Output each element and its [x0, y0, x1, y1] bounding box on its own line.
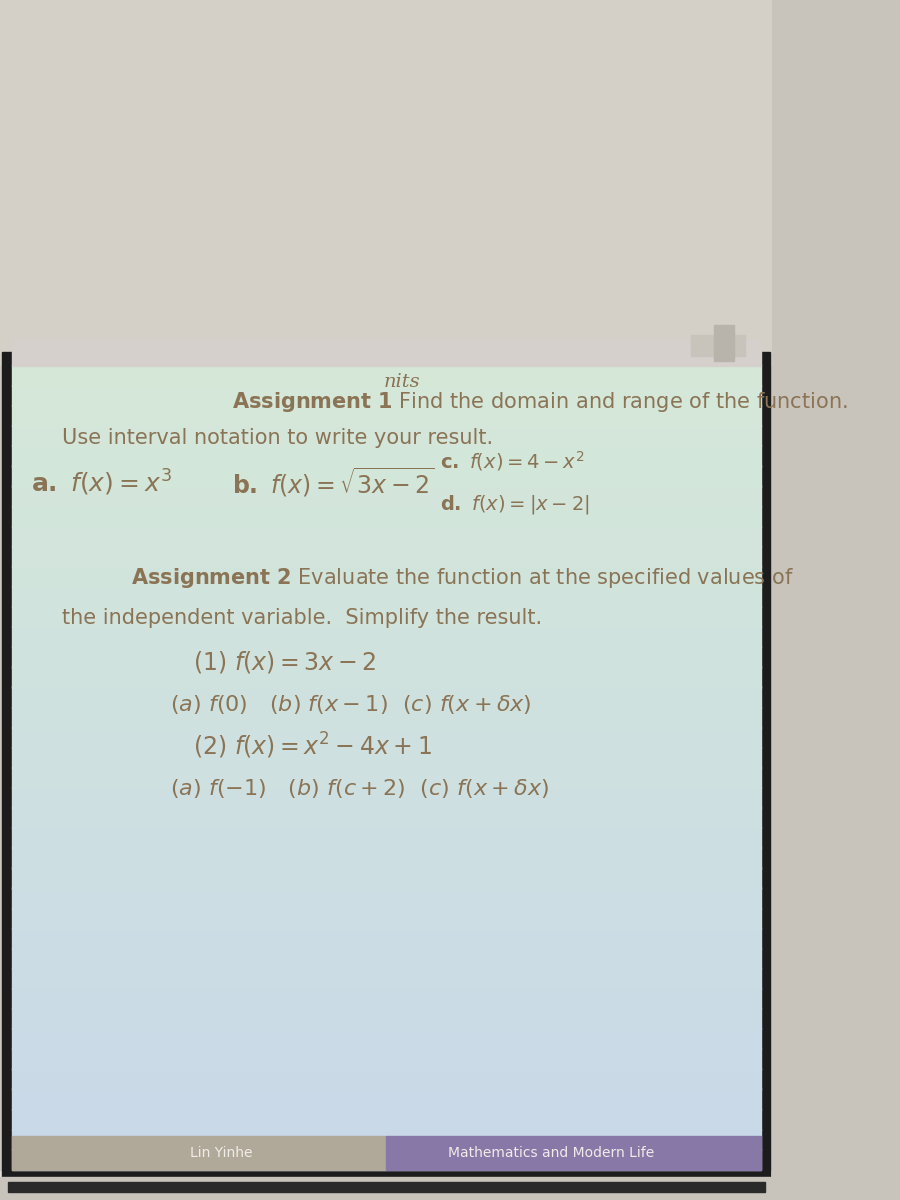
Text: Use interval notation to write your result.: Use interval notation to write your resu…	[62, 428, 493, 448]
Bar	[715, 325, 733, 361]
Bar	[12, 340, 760, 366]
Bar	[12, 686, 760, 708]
Bar	[12, 726, 760, 748]
Bar	[12, 1088, 760, 1110]
Bar	[753, 366, 772, 1170]
Bar	[12, 967, 760, 989]
Bar	[8, 1182, 765, 1192]
Text: $(a)\ f(-1)\ \ \ (b)\ f(c+2)\ \ (c)\ f(x+\delta x)$: $(a)\ f(-1)\ \ \ (b)\ f(c+2)\ \ (c)\ f(x…	[170, 776, 549, 800]
Bar	[691, 335, 745, 356]
Bar	[386, 1136, 760, 1170]
Text: $\mathbf{d.}\ f(x)=|x-2|$: $\mathbf{d.}\ f(x)=|x-2|$	[440, 492, 590, 516]
Bar	[12, 666, 760, 688]
Bar	[12, 466, 760, 487]
Bar	[0, 366, 19, 1170]
Bar	[12, 907, 760, 929]
Bar	[12, 485, 760, 506]
Bar	[3, 352, 770, 1184]
Bar	[12, 425, 760, 446]
Bar	[12, 404, 760, 426]
Text: $(a)\ f(0)\ \ \ (b)\ f(x-1)\ \ (c)\ f(x+\delta x)$: $(a)\ f(0)\ \ \ (b)\ f(x-1)\ \ (c)\ f(x+…	[170, 692, 532, 716]
Bar	[12, 827, 760, 848]
Bar	[12, 767, 760, 788]
Text: nits: nits	[383, 372, 420, 391]
Bar	[12, 868, 760, 888]
Bar	[12, 928, 760, 949]
Bar	[12, 1049, 760, 1069]
Text: $(1)\ f(x)=3x-2$: $(1)\ f(x)=3x-2$	[194, 649, 376, 676]
Text: $\mathbf{c.}\ f(x)=4-x^2$: $\mathbf{c.}\ f(x)=4-x^2$	[440, 449, 585, 473]
Bar	[12, 526, 760, 547]
Bar	[0, 1184, 772, 1200]
Bar	[12, 586, 760, 607]
Bar	[12, 546, 760, 566]
Bar	[12, 505, 760, 527]
Text: $(2)\ f(x)=x^2-4x+1$: $(2)\ f(x)=x^2-4x+1$	[194, 731, 432, 762]
Bar	[12, 746, 760, 768]
Bar	[12, 1148, 760, 1170]
Text: $\bf{Assignment\ 1}$ Find the domain and range of the function.: $\bf{Assignment\ 1}$ Find the domain and…	[231, 390, 848, 414]
Bar	[12, 566, 760, 587]
Bar	[12, 1136, 386, 1170]
Bar	[12, 1028, 760, 1049]
Text: Mathematics and Modern Life: Mathematics and Modern Life	[448, 1146, 654, 1160]
Bar	[12, 1109, 760, 1130]
Text: $\mathbf{b.}\ f(x)=\sqrt{3x-2}$: $\mathbf{b.}\ f(x)=\sqrt{3x-2}$	[231, 466, 435, 499]
Text: $\bf{Assignment\ 2}$ Evaluate the function at the specified values of: $\bf{Assignment\ 2}$ Evaluate the functi…	[131, 566, 795, 590]
Bar	[0, 0, 772, 372]
Bar	[12, 806, 760, 828]
Bar	[12, 606, 760, 628]
Text: $\mathbf{a.}\ f(x)=x^3$: $\mathbf{a.}\ f(x)=x^3$	[31, 467, 172, 498]
Bar	[12, 1128, 760, 1150]
Bar	[12, 385, 760, 406]
Bar	[12, 787, 760, 809]
Bar	[12, 847, 760, 869]
Bar	[0, 714, 772, 1200]
Bar	[12, 707, 760, 727]
Bar	[12, 365, 760, 386]
Bar	[12, 626, 760, 648]
Text: the independent variable.  Simplify the result.: the independent variable. Simplify the r…	[62, 608, 542, 628]
Bar	[12, 888, 760, 908]
Bar	[12, 445, 760, 467]
Bar	[0, 1177, 772, 1199]
Bar	[12, 988, 760, 1009]
Bar	[12, 948, 760, 970]
Bar	[12, 1008, 760, 1030]
Bar	[12, 646, 760, 667]
Text: Lin Yinhe: Lin Yinhe	[190, 1146, 253, 1160]
Bar	[12, 1068, 760, 1090]
